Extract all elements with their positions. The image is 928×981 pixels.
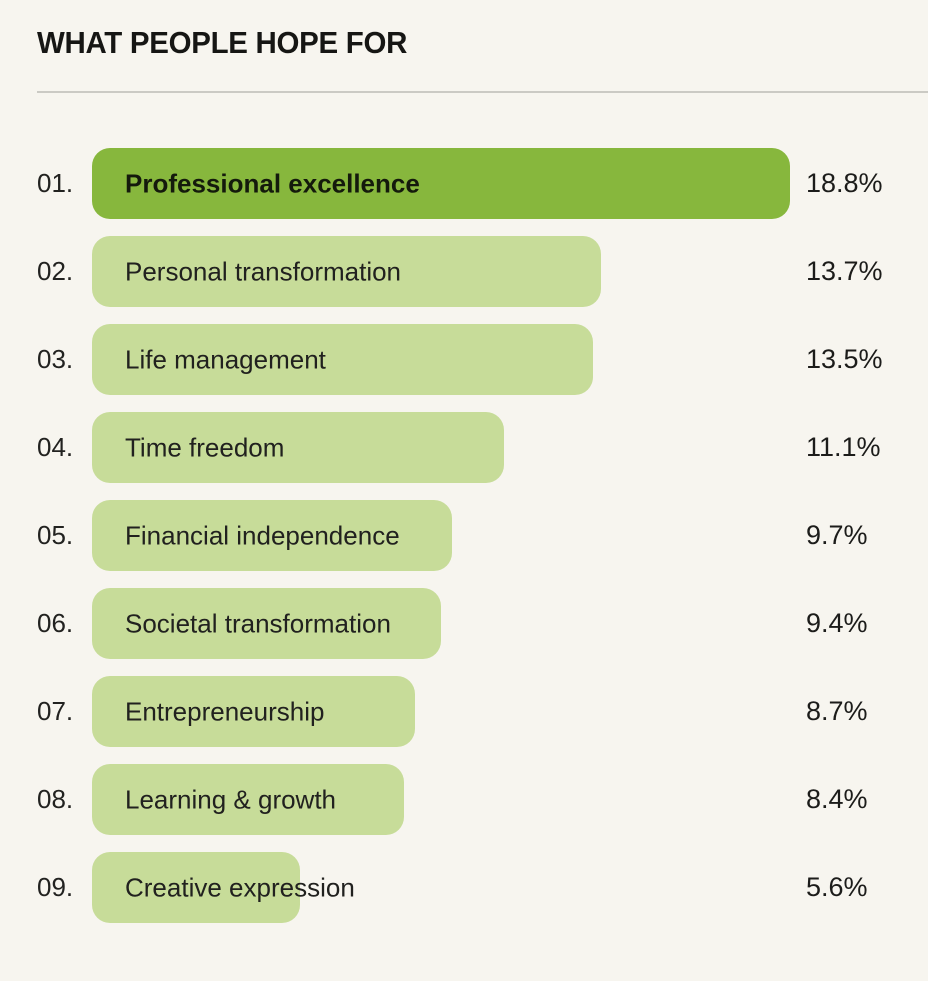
- row-rank: 04.: [37, 432, 74, 462]
- value-label: 5.6%: [806, 872, 868, 902]
- chart-row: 04. Time freedom 11.1%: [37, 412, 928, 483]
- bar-track: Life management: [92, 324, 806, 395]
- bar: [92, 852, 300, 923]
- chart-row: 09. Creative expression 5.6%: [37, 852, 928, 923]
- divider: [37, 91, 928, 93]
- value-label: 8.4%: [806, 784, 868, 814]
- chart-row: 08. Learning & growth 8.4%: [37, 764, 928, 835]
- bar: [92, 324, 593, 395]
- bar: [92, 764, 404, 835]
- chart-row: 05. Financial independence 9.7%: [37, 500, 928, 571]
- row-rank: 08.: [37, 784, 74, 814]
- bar-label: Learning & growth: [125, 784, 337, 814]
- bar: [92, 236, 601, 307]
- bar-track: Societal transformation: [92, 588, 806, 659]
- value-label: 18.8%: [806, 168, 883, 198]
- bar-chart: 01. Professional excellence 18.8% 02. Person…: [37, 148, 928, 923]
- value-label: 11.1%: [806, 432, 881, 462]
- bar-track: Entrepreneurship: [92, 676, 806, 747]
- bar-track: Personal transformation: [92, 236, 806, 307]
- bar: [92, 588, 441, 659]
- row-rank: 01.: [37, 168, 74, 198]
- chart-row: 03. Life management 13.5%: [37, 324, 928, 395]
- value-label: 9.7%: [806, 520, 868, 550]
- page-title: WHAT PEOPLE HOPE FOR: [37, 25, 408, 60]
- row-rank: 02.: [37, 256, 74, 286]
- value-label: 13.5%: [806, 344, 883, 374]
- value-label: 9.4%: [806, 608, 868, 638]
- bar-label: Life management: [125, 344, 326, 374]
- bar: [92, 676, 415, 747]
- value-label: 8.7%: [806, 696, 868, 726]
- bar-label: Financial independence: [125, 520, 400, 550]
- bar: [92, 500, 452, 571]
- chart-row: 01. Professional excellence 18.8%: [37, 148, 928, 219]
- chart-row: 02. Personal transformation 13.7%: [37, 236, 928, 307]
- bar-track: Financial independence: [92, 500, 806, 571]
- bar-track: Professional excellence: [92, 148, 806, 219]
- row-rank: 06.: [37, 608, 74, 638]
- bar-label: Time freedom: [125, 432, 285, 462]
- bar-label: Societal transformation: [125, 608, 391, 638]
- row-rank: 03.: [37, 344, 74, 374]
- bar-label: Professional excellence: [125, 168, 420, 198]
- row-rank: 07.: [37, 696, 74, 726]
- row-rank: 05.: [37, 520, 74, 550]
- bar: [92, 148, 790, 219]
- bar-track: Time freedom: [92, 412, 806, 483]
- chart-row: 06. Societal transformation 9.4%: [37, 588, 928, 659]
- bar-track: Learning & growth: [92, 764, 806, 835]
- bar-label: Personal transformation: [125, 256, 402, 286]
- bar-track: Creative expression: [92, 852, 806, 923]
- bar-label: Entrepreneurship: [125, 696, 325, 726]
- chart-row: 07. Entrepreneurship 8.7%: [37, 676, 928, 747]
- row-rank: 09.: [37, 872, 74, 902]
- value-label: 13.7%: [806, 256, 883, 286]
- bar: [92, 412, 504, 483]
- bar-label: Creative expression: [125, 872, 355, 902]
- chart-card: WHAT PEOPLE HOPE FOR 01. Professional exc…: [0, 27, 928, 923]
